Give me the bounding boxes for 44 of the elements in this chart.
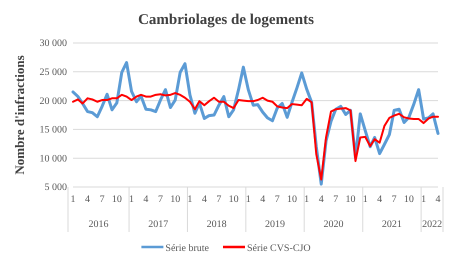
x-tick-label: 4: [260, 194, 266, 206]
y-tick-label: 15 000: [40, 124, 67, 136]
x-tick-label: 10: [346, 194, 356, 206]
y-axis-title: Nombre d'infractions: [12, 55, 27, 175]
x-tick-label: 10: [170, 194, 180, 206]
x-tick-label: 4: [436, 194, 440, 206]
y-tick-label: 10 000: [40, 153, 67, 164]
x-tick-label: 1: [421, 194, 426, 206]
x-tick-label: 1: [362, 194, 368, 206]
y-tick-label: 5 000: [44, 182, 67, 194]
x-tick-label: 10: [112, 194, 122, 206]
text: 2019: [265, 219, 286, 230]
x-tick-label: 10: [286, 194, 297, 206]
text: 2022: [422, 219, 442, 230]
x-tick-label: 7: [216, 194, 222, 206]
chart-title: Cambriolages de logements: [138, 12, 314, 28]
x-tick-label: 4: [318, 194, 324, 206]
x-tick-label: 10: [404, 194, 414, 206]
x-tick-label: 7: [333, 194, 338, 206]
y-tick-label: 30 000: [40, 38, 67, 50]
x-tick-label: 7: [274, 194, 280, 206]
text: 2020: [323, 219, 344, 230]
x-tick-label: 1: [187, 194, 192, 206]
x-tick-label: 4: [377, 194, 382, 206]
text: 2018: [206, 219, 227, 230]
x-tick-label: 10: [228, 194, 239, 206]
legend-label: Série brute: [165, 243, 210, 254]
x-tick-label: 1: [246, 194, 251, 206]
y-tick-label: 25 000: [40, 67, 67, 78]
x-tick-label: 7: [100, 194, 105, 206]
text: 2016: [88, 219, 109, 230]
line-series: [72, 92, 439, 181]
x-tick-label: 4: [202, 194, 207, 206]
x-tick-label: 1: [129, 194, 134, 206]
legend-label: Série CVS-CJO: [246, 243, 311, 254]
x-tick-label: 1: [304, 194, 310, 206]
y-tick-label: 20 000: [40, 96, 67, 107]
text: 2017: [148, 219, 168, 230]
x-tick-label: 7: [158, 194, 163, 206]
x-tick-label: 4: [85, 194, 90, 206]
x-tick-label: 7: [392, 194, 397, 206]
text: 2021: [382, 219, 402, 230]
x-tick-label: 1: [70, 194, 76, 206]
x-tick-label: 4: [143, 194, 148, 206]
